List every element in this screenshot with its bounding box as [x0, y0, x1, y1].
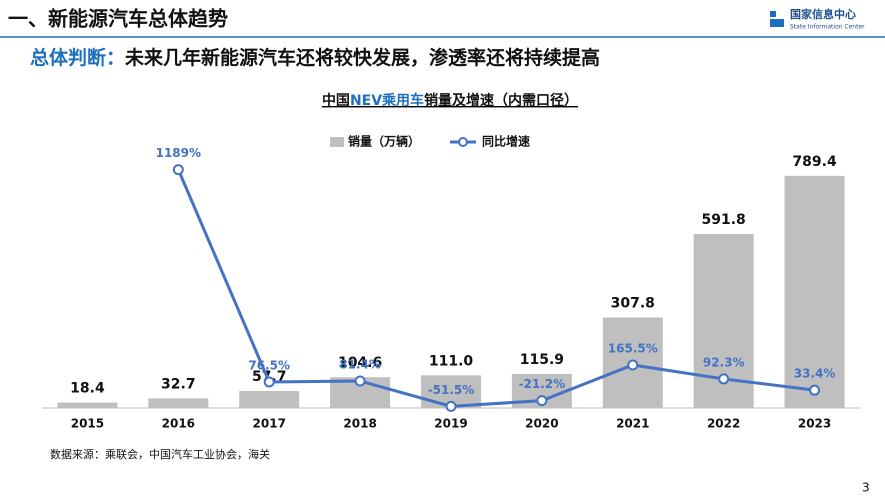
bar-value-label: 104.6: [338, 355, 382, 371]
line-marker: [445, 400, 457, 412]
bar-value-label: 32.7: [161, 376, 196, 392]
chart-title-part: 中国: [322, 92, 350, 109]
legend-swatch: [330, 137, 344, 147]
line-value-label: 165.5%: [608, 341, 658, 355]
chart-title-part: 销量及增速（内需口径）: [424, 92, 578, 109]
x-tick-label: 2021: [616, 417, 649, 431]
plot: 2015 2016 2017 2018 2019 2020 2021 2022 2023 销量（万…: [42, 134, 860, 431]
bar-value-label: 591.8: [702, 212, 746, 228]
logo-mark: [770, 19, 784, 27]
legend-label: 同比增速: [482, 134, 530, 149]
slide-title: 一、新能源汽车总体趋势: [8, 7, 228, 31]
line-value-label: 76.5%: [248, 358, 290, 372]
x-tick-label: 2020: [525, 417, 558, 431]
line-value-label: 33.4%: [794, 367, 836, 381]
x-tick-label: 2018: [343, 417, 376, 431]
line-marker: [809, 384, 821, 396]
logo-en: State Information Center: [790, 24, 865, 31]
subtitle: 总体判断：未来几年新能源汽车还将较快发展，渗透率还将持续提高: [30, 46, 600, 69]
line-value-label: 81.4%: [339, 358, 381, 372]
source-note: 数据来源：乘联会，中国汽车工业协会，海关: [50, 447, 270, 461]
line-marker: [718, 373, 730, 385]
logo-mark: [770, 11, 776, 17]
bar-value-label: 307.8: [611, 295, 655, 311]
subtitle-lead: 总体判断：: [30, 46, 125, 69]
logo-cn: 国家信息中心: [790, 7, 856, 21]
bar-value-label: 18.4: [70, 381, 105, 397]
page-number: 3: [862, 481, 870, 495]
line-marker: [536, 395, 548, 407]
bar-value-label: 789.4: [792, 154, 837, 170]
line: [176, 169, 815, 408]
line-value-label: 1189%: [156, 146, 201, 160]
bar-value-label: 111.0: [429, 353, 474, 369]
bar: [148, 398, 209, 408]
bar: [239, 391, 300, 408]
bar: [784, 175, 845, 408]
legend-swatch: [458, 137, 468, 147]
x-tick-label: 2023: [798, 417, 831, 431]
x-tick-label: 2022: [707, 417, 740, 431]
line-value-label: -51.5%: [428, 383, 475, 397]
line-marker: [172, 164, 184, 176]
line-value-label: -21.2%: [519, 377, 566, 391]
line-marker: [354, 375, 366, 387]
x-tick-label: 2019: [434, 417, 467, 431]
subtitle-text: 未来几年新能源汽车还将较快发展，渗透率还将持续提高: [124, 46, 600, 69]
x-tick-label: 2017: [253, 417, 286, 431]
x-tick-label: 2015: [71, 417, 104, 431]
chart-title-part: NEV乘用车: [350, 92, 424, 109]
line-marker: [627, 359, 639, 371]
bar-value-label: 115.9: [520, 352, 564, 368]
chart-title: 中国NEV乘用车销量及增速（内需口径）: [322, 92, 578, 109]
legend-label: 销量（万辆）: [348, 134, 420, 149]
line-value-label: 92.3%: [703, 355, 745, 369]
line-marker: [263, 376, 275, 388]
x-tick-label: 2016: [162, 417, 195, 431]
bar: [57, 402, 118, 408]
